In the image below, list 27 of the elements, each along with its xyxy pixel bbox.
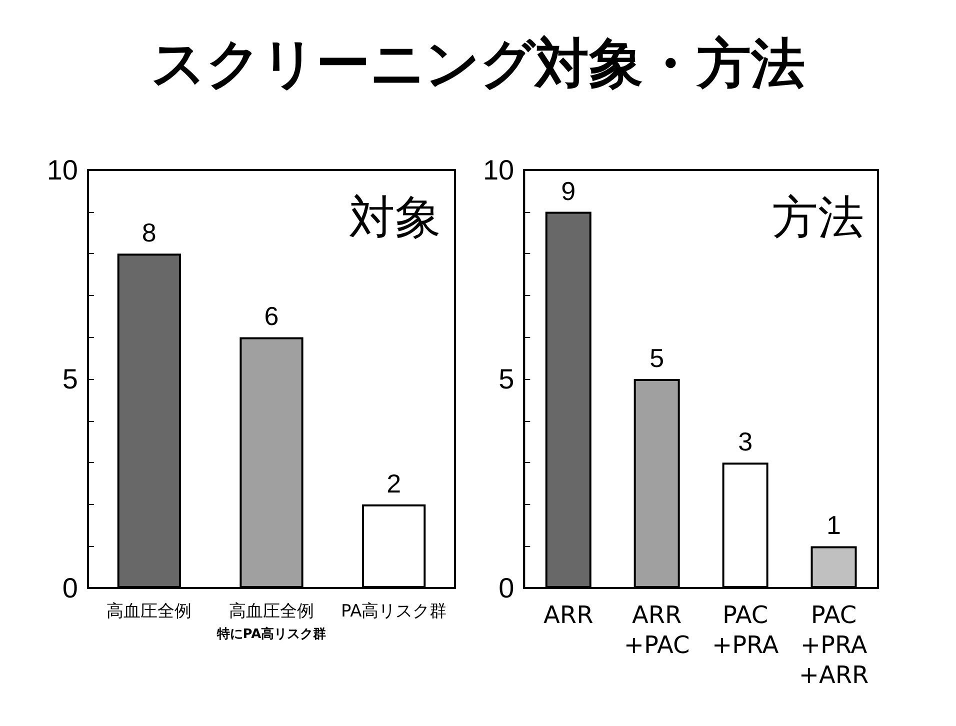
x-tick-label: 高血圧全例: [229, 602, 314, 622]
y-tick-label: 0: [498, 572, 514, 604]
data-label: 3: [738, 426, 753, 457]
y-tick-label: 10: [482, 154, 514, 186]
x-tick-label: ARR: [543, 601, 594, 629]
data-label: 6: [264, 301, 279, 332]
annotation: 対象: [349, 190, 441, 244]
data-label: 2: [386, 468, 402, 498]
data-label: 9: [561, 176, 576, 206]
data-label: 5: [650, 343, 664, 373]
bar: [117, 254, 181, 588]
bar: [240, 337, 304, 588]
bar: [362, 504, 426, 588]
x-tick-label: PAC +PRA: [712, 601, 780, 659]
data-label: 8: [142, 218, 156, 248]
y-tick-label: 10: [46, 154, 78, 186]
x-tick-label: PA高リスク群: [340, 602, 447, 622]
chart-title: スクリーニング対象・方法: [150, 31, 806, 97]
y-tick-label: 5: [498, 364, 514, 394]
y-tick-label: 5: [62, 364, 78, 394]
x-tick-label: ARR +PAC: [624, 601, 690, 659]
text: 特にPA高リスク群: [216, 626, 326, 642]
annotation: 方法: [772, 190, 864, 244]
x-tick-label: 高血圧全例: [106, 602, 192, 622]
y-tick-label: 0: [62, 572, 78, 604]
data-label: 1: [826, 510, 841, 540]
x-tick-label: PAC +PRA +ARR: [798, 601, 869, 689]
